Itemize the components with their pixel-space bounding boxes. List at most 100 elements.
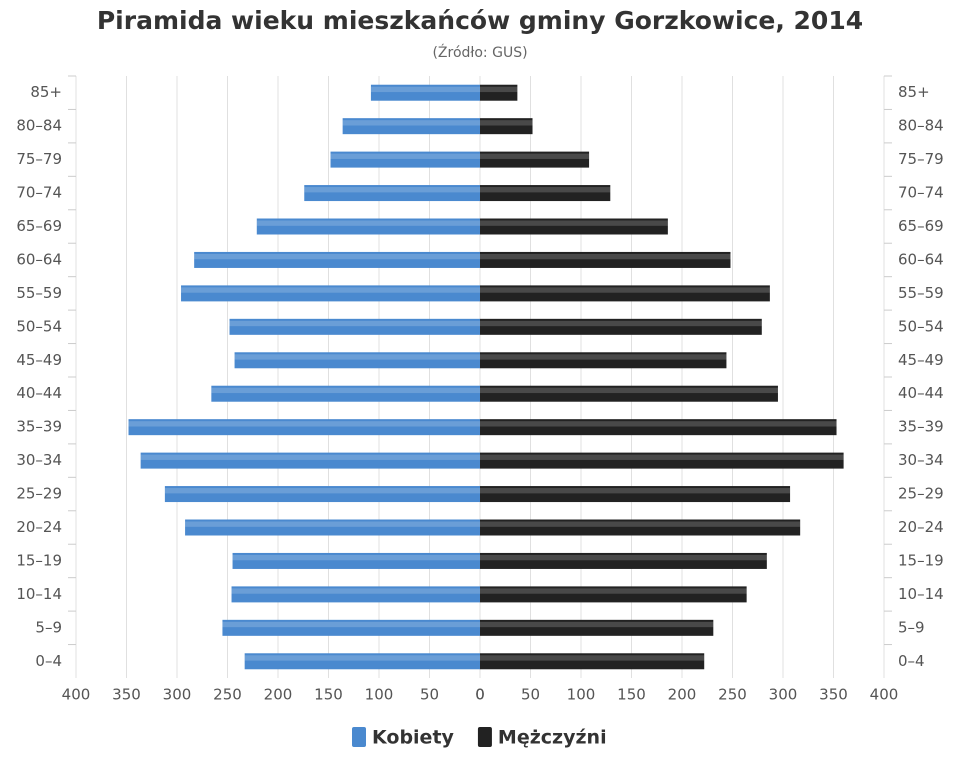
bar-shine [480, 287, 770, 293]
y-tick-label: 0–4 [35, 652, 62, 670]
bar-shine [256, 220, 480, 226]
bar [232, 552, 480, 569]
y-tick-label: 75–79 [16, 150, 62, 168]
y-tick-label: 40–44 [16, 384, 62, 402]
bar [128, 419, 480, 436]
y-tick-label: 20–24 [898, 518, 944, 536]
bar-shine [480, 320, 762, 327]
bar-shine [480, 120, 533, 126]
y-tick-label: 10–14 [16, 585, 62, 603]
legend-swatch [352, 727, 366, 747]
y-tick-label: 70–74 [16, 184, 62, 202]
bar [222, 619, 480, 636]
bar [480, 352, 727, 369]
x-tick-label: 50 [420, 686, 439, 704]
y-tick-label: 75–79 [898, 150, 944, 168]
bar-shine [234, 354, 480, 360]
bar [330, 151, 480, 168]
y-tick-label: 45–49 [16, 351, 62, 369]
y-tick-label: 65–69 [16, 217, 62, 235]
x-tick-label: 50 [521, 686, 540, 704]
bar-shine [480, 521, 801, 527]
chart-subtitle: (Źródło: GUS) [432, 43, 527, 61]
y-tick-label: 25–29 [16, 485, 62, 503]
bar [370, 84, 480, 101]
bar [304, 185, 480, 202]
bar-shine [370, 86, 480, 93]
y-tick-label: 5–9 [35, 618, 62, 636]
bar [480, 486, 791, 503]
bar [480, 552, 767, 569]
bar-shine [181, 287, 481, 293]
y-tick-label: 45–49 [898, 351, 944, 369]
x-tick-label: 400 [870, 686, 899, 704]
y-tick-label: 80–84 [16, 117, 62, 135]
bar [234, 352, 480, 369]
y-tick-label: 5–9 [898, 618, 925, 636]
bar [480, 218, 668, 235]
bar-shine [480, 220, 668, 226]
y-tick-label: 55–59 [898, 284, 944, 302]
bar [480, 419, 837, 436]
bar-shine [229, 320, 480, 327]
bar-shine [480, 387, 778, 394]
bar-shine [480, 86, 518, 93]
bar [480, 151, 590, 168]
bar [229, 318, 480, 335]
bar-shine [480, 588, 747, 594]
x-tick-label: 200 [264, 686, 293, 704]
bar [185, 519, 480, 536]
bar [480, 385, 778, 402]
x-tick-label: 400 [62, 686, 91, 704]
bar [231, 586, 480, 603]
x-tick-label: 350 [819, 686, 848, 704]
bar [480, 653, 705, 670]
bar-shine [480, 354, 727, 360]
bar-shine [480, 153, 590, 159]
y-tick-label: 0–4 [898, 652, 925, 670]
bar [480, 251, 731, 268]
y-tick-label: 15–19 [898, 551, 944, 569]
bar-shine [480, 187, 611, 193]
y-tick-label: 85+ [30, 83, 62, 101]
x-tick-label: 0 [475, 686, 485, 704]
y-tick-label: 65–69 [898, 217, 944, 235]
chart-title: Piramida wieku mieszkańców gminy Gorzkow… [97, 6, 863, 35]
bar-shine [480, 488, 791, 494]
y-tick-label: 20–24 [16, 518, 62, 536]
bar [480, 84, 518, 101]
bar-shine [194, 253, 481, 260]
y-tick-label: 85+ [898, 83, 930, 101]
legend-label: Kobiety [372, 727, 455, 749]
y-tick-label: 15–19 [16, 551, 62, 569]
legend-swatch [477, 727, 492, 747]
bar [140, 452, 480, 469]
x-tick-label: 100 [567, 686, 596, 704]
bar-shine [185, 521, 480, 527]
bar [480, 519, 801, 536]
bar-shine [480, 421, 837, 427]
y-tick-label: 60–64 [898, 250, 944, 268]
x-tick-label: 250 [718, 686, 747, 704]
bar-shine [304, 187, 480, 193]
bar [194, 251, 481, 268]
bar-shine [480, 554, 767, 561]
x-tick-label: 100 [365, 686, 394, 704]
bar-shine [222, 621, 480, 628]
bar-shine [342, 120, 480, 126]
bar [480, 185, 611, 202]
bar-shine [231, 588, 480, 594]
x-tick-label: 250 [213, 686, 242, 704]
bar [211, 385, 480, 402]
y-tick-label: 60–64 [16, 250, 62, 268]
y-tick-label: 30–34 [16, 451, 62, 469]
bar-shine [330, 153, 480, 159]
bar-shine [232, 554, 480, 561]
bar [480, 452, 844, 469]
legend-label: Mężczyźni [498, 727, 607, 749]
bar-shine [164, 488, 480, 494]
bar-shine [140, 454, 480, 460]
bar-shine [480, 253, 731, 260]
x-tick-label: 300 [769, 686, 798, 704]
